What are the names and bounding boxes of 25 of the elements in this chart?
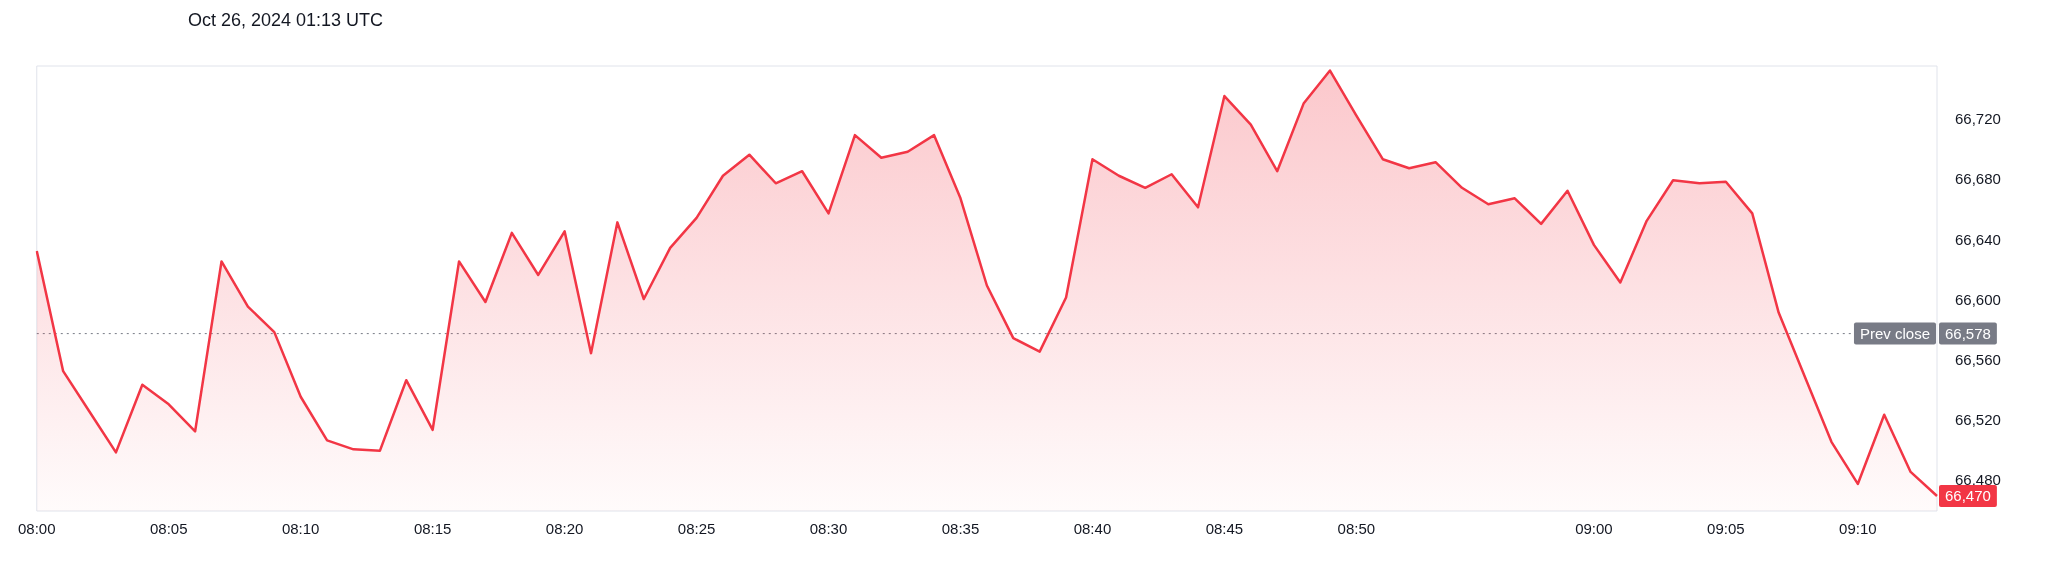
ref-line-label: Prev close <box>1859 324 1930 342</box>
x-tick-label: 08:40 <box>1073 520 1112 538</box>
y-tick-label: 66,560 <box>1955 350 2001 368</box>
x-tick-label: 08:15 <box>413 520 452 538</box>
y-tick-label: 66,720 <box>1955 110 2001 128</box>
y-tick-label: 66,600 <box>1955 290 2001 308</box>
y-tick-label: 66,640 <box>1955 230 2001 248</box>
x-tick-label: 09:00 <box>1575 520 1613 538</box>
x-tick-label: 08:50 <box>1337 520 1376 538</box>
text: 66,578 <box>1945 324 1991 342</box>
x-tick-label: 08:10 <box>281 520 320 538</box>
x-tick-label: 08:20 <box>545 520 584 538</box>
y-tick-label: 66,520 <box>1955 410 2001 428</box>
x-tick-label: 08:05 <box>149 520 188 538</box>
x-tick-label: 09:10 <box>1839 520 1877 538</box>
x-tick-label: 09:05 <box>1707 520 1745 538</box>
chart-title: Oct 26, 2024 01:13 UTC <box>187 9 385 32</box>
x-tick-label: 08:30 <box>809 520 848 538</box>
y-tick-label: 66,480 <box>1955 471 2001 489</box>
data-label: 66,470 <box>1945 487 1991 505</box>
y-tick-label: 66,680 <box>1955 170 2001 188</box>
x-tick-label: 08:25 <box>677 520 716 538</box>
x-tick-label: 08:00 <box>17 520 56 538</box>
x-tick-label: 08:35 <box>941 520 980 538</box>
x-tick-label: 08:45 <box>1205 520 1244 538</box>
